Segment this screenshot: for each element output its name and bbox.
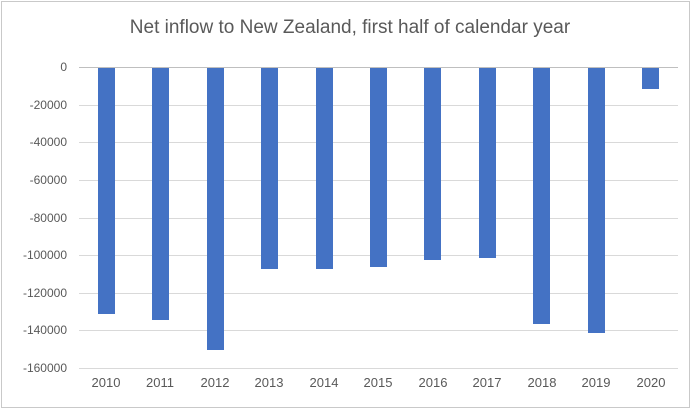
x-axis-category-label: 2013 <box>254 375 284 390</box>
chart-title: Net inflow to New Zealand, first half of… <box>129 17 571 38</box>
bar-2015 <box>370 68 387 267</box>
x-axis-category-label: 2010 <box>91 375 121 390</box>
y-axis-tick-label: -160000 <box>22 361 67 375</box>
x-axis-category-label: 2012 <box>200 375 230 390</box>
bar-2016 <box>424 68 441 260</box>
bar-2018 <box>533 68 550 324</box>
y-axis-tick-label: -100000 <box>22 248 67 262</box>
x-axis-category-label: 2014 <box>309 375 339 390</box>
x-axis-category-label: 2018 <box>527 375 557 390</box>
x-axis-category-label: 2015 <box>363 375 393 390</box>
gridline <box>79 330 678 331</box>
bar-2020 <box>642 68 659 89</box>
bar-2011 <box>152 68 169 320</box>
bar-2019 <box>588 68 605 333</box>
zero-axis-line <box>79 67 678 68</box>
bar-2014 <box>316 68 333 269</box>
bar-2010 <box>98 68 115 314</box>
y-axis-tick-label: -120000 <box>22 286 67 300</box>
y-axis-tick-label: -140000 <box>22 323 67 337</box>
y-axis-tick-label: -80000 <box>29 211 67 225</box>
y-axis-tick-label: -40000 <box>29 135 67 149</box>
x-axis-category-label: 2020 <box>636 375 666 390</box>
bar-2017 <box>479 68 496 258</box>
bar-2013 <box>261 68 278 269</box>
y-axis-tick-label: -20000 <box>29 98 67 112</box>
gridline <box>79 368 678 369</box>
chart-border-frame <box>1 1 690 408</box>
gridline <box>79 293 678 294</box>
y-axis-tick-label: 0 <box>60 60 67 74</box>
bar-2012 <box>207 68 224 350</box>
y-axis-tick-label: -60000 <box>29 173 67 187</box>
x-axis-category-label: 2011 <box>146 375 174 390</box>
x-axis-category-label: 2017 <box>472 375 502 390</box>
x-axis-category-label: 2019 <box>581 375 611 390</box>
x-axis-category-label: 2016 <box>418 375 448 390</box>
